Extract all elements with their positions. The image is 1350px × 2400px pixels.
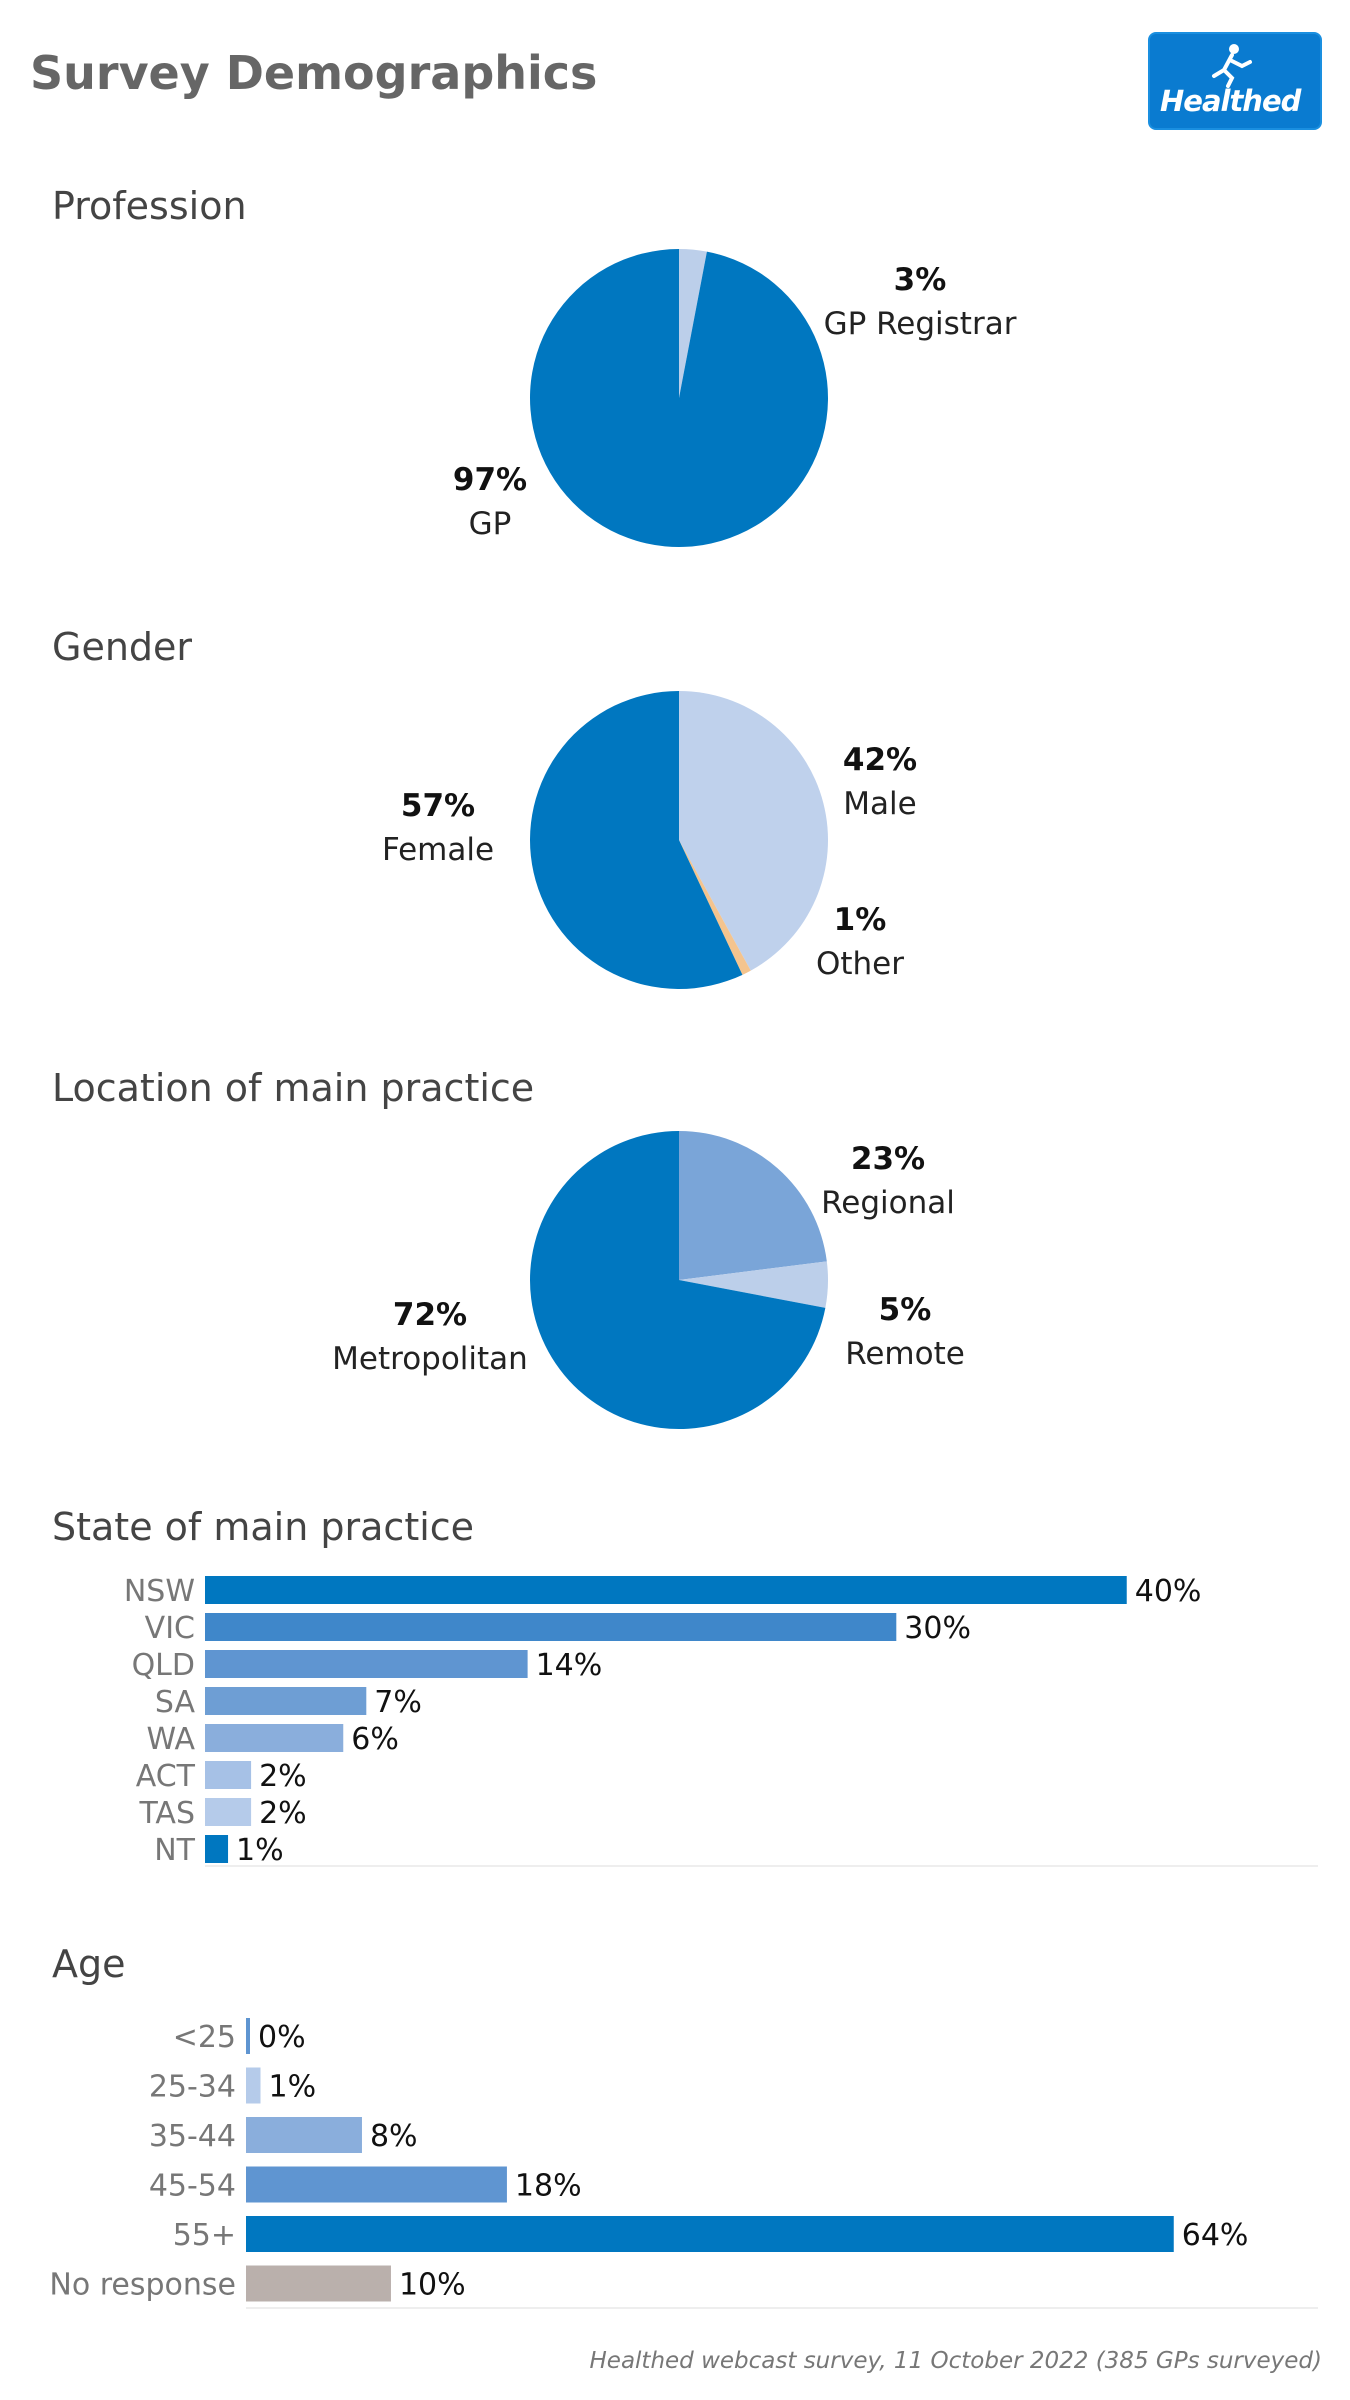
value-label-nt: 1% <box>236 1833 284 1868</box>
value-label-vic: 30% <box>904 1611 971 1646</box>
pie-name-other: Other <box>815 946 905 982</box>
value-label-45-54: 18% <box>515 2169 582 2204</box>
pie-pct-gp-registrar: 3% <box>893 262 947 298</box>
bar-act <box>205 1761 252 1789</box>
category-label-nt: NT <box>154 1833 195 1868</box>
bar-55 <box>246 2216 1174 2252</box>
gender-pie-chart <box>529 691 829 989</box>
pie-label-remote: 5% Remote <box>830 1288 980 1376</box>
healthed-logo: Healthed <box>1148 32 1322 130</box>
pie-slice-remote <box>679 1261 828 1308</box>
value-label-act: 2% <box>259 1759 307 1794</box>
category-label-wa: WA <box>146 1722 195 1757</box>
pie-slice-male <box>679 691 829 971</box>
value-label-no-response: 10% <box>399 2268 466 2303</box>
category-label-sa: SA <box>155 1685 196 1720</box>
location-pie-chart <box>529 1131 828 1429</box>
pie-slice-female <box>529 691 743 989</box>
pie-pct-female: 57% <box>400 788 476 824</box>
pie-slice-gp <box>530 249 828 547</box>
value-label-tas: 2% <box>259 1796 307 1831</box>
bar-25-34 <box>246 2067 261 2104</box>
bar-25 <box>246 2018 250 2054</box>
gender-title: Gender <box>52 625 193 669</box>
location-title: Location of main practice <box>52 1066 535 1110</box>
pie-pct-male: 42% <box>842 742 918 778</box>
pie-label-gp: 97% GP <box>420 458 560 546</box>
footer-source: Healthed webcast survey, 11 October 2022… <box>589 2348 1323 2374</box>
category-label-45-54: 45-54 <box>149 2169 236 2204</box>
value-label-25-34: 1% <box>268 2070 316 2105</box>
value-label-55: 64% <box>1182 2218 1249 2253</box>
category-label-35-44: 35-44 <box>149 2119 236 2154</box>
pie-pct-remote: 5% <box>878 1292 932 1328</box>
logo-text: Healthed <box>1160 84 1301 118</box>
pie-label-other: 1% Other <box>800 898 920 986</box>
bar-no-response <box>246 2265 391 2302</box>
pie-label-regional: 23% Regional <box>808 1137 968 1225</box>
bar-35-44 <box>246 2117 362 2153</box>
value-label-wa: 6% <box>351 1722 399 1757</box>
pie-slice-other <box>679 840 751 975</box>
state-title: State of main practice <box>52 1505 475 1549</box>
pie-label-male: 42% Male <box>820 738 940 826</box>
value-label-nsw: 40% <box>1135 1574 1202 1609</box>
category-label-55: 55+ <box>173 2218 236 2253</box>
value-label-25: 0% <box>258 2020 306 2055</box>
age-title: Age <box>52 1942 126 1986</box>
runner-icon <box>1212 44 1252 88</box>
bar-nsw <box>205 1576 1127 1604</box>
category-label-act: ACT <box>136 1759 196 1794</box>
pie-label-metropolitan: 72% Metropolitan <box>318 1293 542 1381</box>
category-label-qld: QLD <box>132 1648 195 1683</box>
bar-wa <box>205 1724 344 1752</box>
pie-pct-other: 1% <box>833 902 887 938</box>
pie-name-gp: GP <box>468 506 512 542</box>
bar-qld <box>205 1650 528 1678</box>
bar-nt <box>205 1835 229 1863</box>
category-label-25: <25 <box>173 2020 236 2055</box>
profession-pie-chart <box>530 249 828 547</box>
pie-label-gp-registrar: 3% GP Registrar <box>810 258 1030 346</box>
bar-sa <box>205 1687 367 1715</box>
category-label-no-response: No response <box>49 2268 236 2303</box>
category-label-vic: VIC <box>145 1611 195 1646</box>
pie-name-male: Male <box>843 786 917 822</box>
bar-tas <box>205 1798 252 1826</box>
value-label-35-44: 8% <box>370 2119 418 2154</box>
category-label-tas: TAS <box>138 1796 195 1831</box>
pie-pct-regional: 23% <box>850 1141 926 1177</box>
category-label-25-34: 25-34 <box>149 2070 236 2105</box>
pie-name-regional: Regional <box>821 1185 955 1221</box>
pie-name-remote: Remote <box>845 1336 965 1372</box>
pie-slice-gp-registrar <box>679 249 707 398</box>
pie-name-metropolitan: Metropolitan <box>332 1341 528 1377</box>
value-label-sa: 7% <box>374 1685 422 1720</box>
category-label-nsw: NSW <box>124 1574 195 1609</box>
pie-name-female: Female <box>381 832 495 868</box>
pie-pct-gp: 97% <box>452 462 528 498</box>
bar-45-54 <box>246 2166 507 2203</box>
state-bar-chart: NSW 40% VIC 30% QLD 14% SA 7% WA 6% ACT 2% TAS 2% NT 1% <box>124 1574 1318 1868</box>
bar-vic <box>205 1613 897 1641</box>
value-label-qld: 14% <box>536 1648 603 1683</box>
pie-slice-metropolitan <box>529 1131 826 1429</box>
profession-title: Profession <box>52 184 247 228</box>
page-title: Survey Demographics <box>30 46 598 100</box>
pie-slice-regional <box>679 1131 827 1280</box>
pie-name-gp-registrar: GP Registrar <box>823 306 1017 342</box>
pie-label-female: 57% Female <box>368 784 508 872</box>
age-bar-chart: <25 0% 25-34 1% 35-44 8% 45-54 18% 55+ 64% No resp… <box>49 2018 1318 2309</box>
pie-pct-metropolitan: 72% <box>392 1297 468 1333</box>
